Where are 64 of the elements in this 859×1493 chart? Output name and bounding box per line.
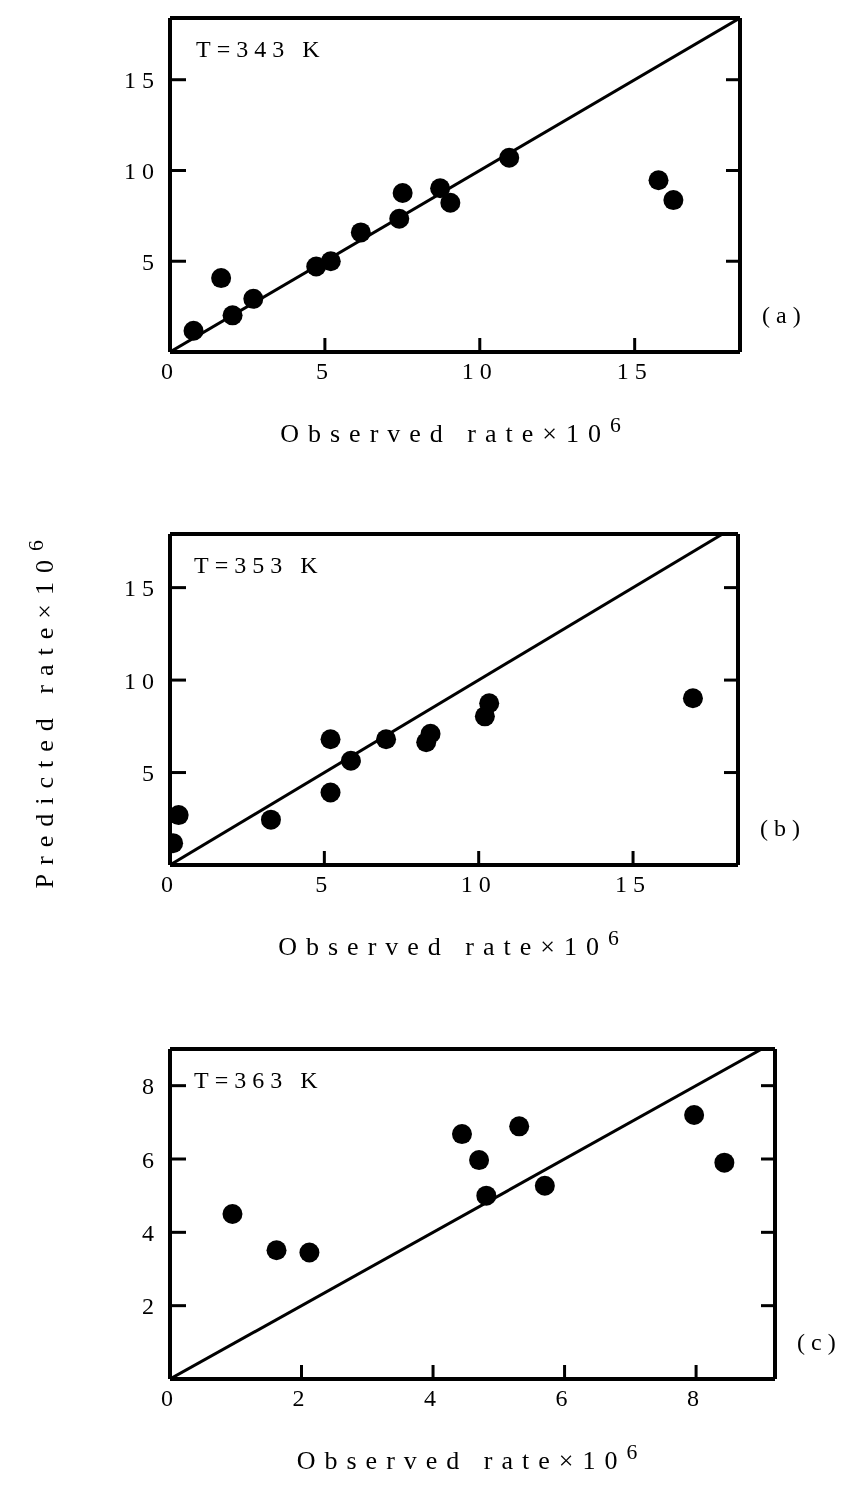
point	[392, 182, 413, 203]
y-tick-label: 4	[142, 1219, 160, 1246]
x-tick-label: 10	[461, 358, 498, 385]
point	[320, 729, 341, 750]
point	[389, 208, 410, 229]
point	[340, 750, 361, 771]
annotation: T=363 K	[194, 1067, 324, 1094]
y-tick-label: 10	[124, 667, 160, 694]
point	[430, 178, 451, 199]
point	[299, 1242, 320, 1263]
point	[350, 222, 371, 243]
y-tick-label: 8	[142, 1073, 160, 1100]
point	[320, 782, 341, 803]
x-axis-title: Observed rate×10$^{6}$	[277, 926, 629, 962]
x-tick-label: 8	[687, 1385, 706, 1412]
x-axis-title: Observed rate×10$^{6}$	[279, 413, 631, 449]
point	[499, 147, 520, 168]
x-tick-label: 0	[161, 1385, 179, 1412]
point	[663, 190, 684, 211]
point	[648, 170, 669, 191]
point	[376, 729, 397, 750]
point	[451, 1124, 472, 1145]
x-tick-label: 15	[615, 871, 652, 898]
x-tick-label: 5	[315, 358, 334, 385]
point	[243, 288, 264, 309]
y-tick-label: 15	[124, 575, 160, 602]
x-tick-label: 0	[161, 871, 179, 898]
annotation: T=353 K	[194, 552, 324, 579]
y-tick-label: 5	[142, 248, 160, 275]
y-tick-label: 15	[124, 67, 160, 94]
point	[420, 723, 441, 744]
annotation: T=343 K	[196, 36, 326, 63]
point	[170, 805, 189, 826]
y-tick-label: 6	[142, 1146, 160, 1173]
text: (b)	[760, 815, 806, 842]
point	[479, 693, 500, 714]
point	[476, 1185, 497, 1206]
x-axis-title: Observed rate×10$^{6}$	[295, 1440, 648, 1476]
point	[509, 1116, 530, 1137]
point	[684, 1105, 705, 1125]
point	[320, 251, 341, 272]
point	[183, 320, 204, 341]
point	[260, 809, 281, 830]
x-tick-label: 4	[424, 1385, 443, 1412]
point	[714, 1152, 735, 1173]
point	[682, 688, 703, 709]
point	[211, 268, 232, 289]
point	[222, 1204, 243, 1224]
point	[266, 1240, 287, 1261]
point	[222, 305, 243, 326]
x-tick-label: 5	[315, 871, 334, 898]
x-tick-label: 6	[555, 1385, 574, 1412]
x-tick-label: 2	[292, 1385, 311, 1412]
x-tick-label: 0	[161, 358, 179, 385]
x-tick-label: 10	[460, 871, 497, 898]
point	[469, 1150, 490, 1171]
point	[534, 1175, 555, 1196]
point	[440, 192, 461, 213]
y-tick-label: 2	[142, 1293, 160, 1320]
text: (a)	[762, 302, 807, 329]
y-tick-label: 5	[142, 760, 160, 787]
y-tick-label: 10	[124, 158, 160, 184]
text: (c)	[797, 1329, 842, 1356]
x-tick-label: 15	[616, 358, 653, 385]
